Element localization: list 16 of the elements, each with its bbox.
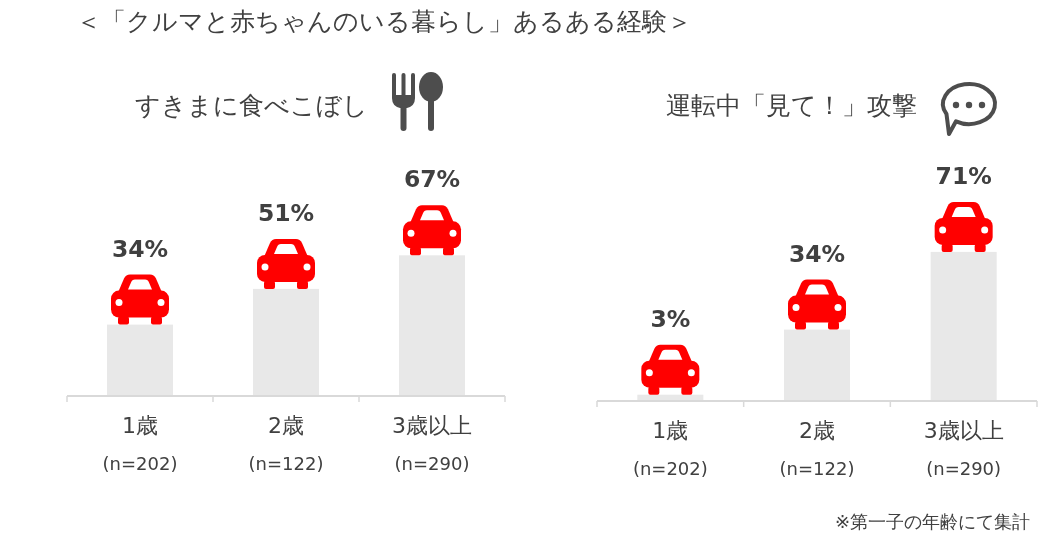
- text: ＜「クルマと赤ちゃんのいる暮らし」あるある経験＞: [76, 7, 692, 36]
- x-tick-label: 1歳 (n=202): [102, 413, 178, 474]
- x-tick-label: 1歳 (n=202): [632, 418, 708, 479]
- x-tick-label: 2歳 (n=122): [248, 413, 324, 474]
- data-label: 3%: [650, 304, 691, 333]
- data-label: 67%: [403, 165, 461, 194]
- x-tick-label: 3歳以上 (n=290): [923, 418, 1004, 479]
- chart-title: すきまに食べこぼし: [135, 91, 368, 120]
- x-tick-label: 2歳 (n=122): [779, 418, 855, 479]
- data-label: 71%: [935, 161, 992, 190]
- chart-title: 運転中「見て！」攻撃: [666, 91, 917, 120]
- data-label: 34%: [111, 234, 169, 263]
- data-label: 34%: [788, 239, 846, 268]
- x-tick-label: 3歳以上 (n=290): [392, 413, 472, 474]
- data-label: 51%: [257, 198, 315, 227]
- text: ※第一子の年齢にて集計: [834, 511, 1030, 532]
